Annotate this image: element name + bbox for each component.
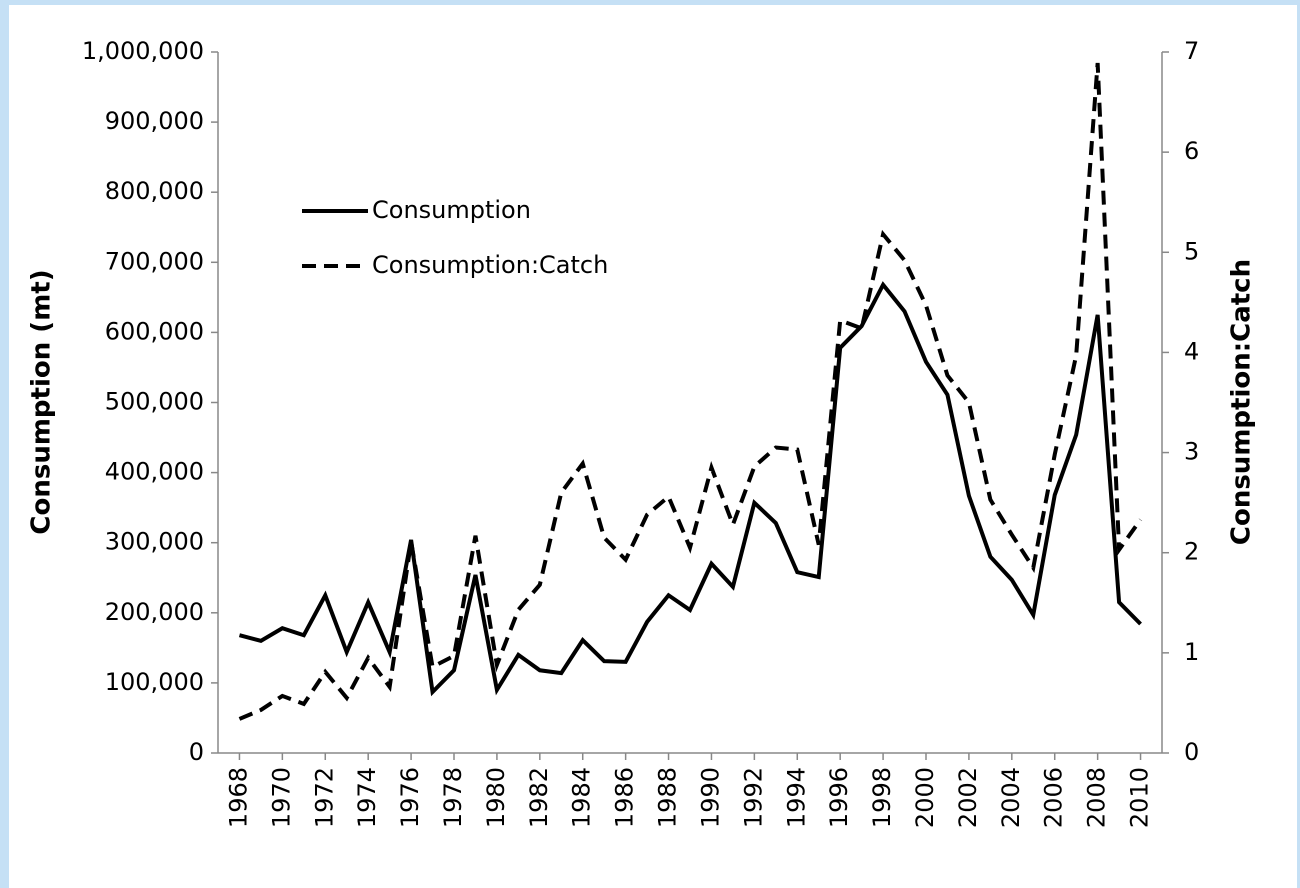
- series-line: [238, 281, 1142, 697]
- y2-tick-label: 0: [1184, 738, 1199, 766]
- y2-tick-label: 2: [1184, 538, 1199, 566]
- y2-tick-label: 7: [1184, 37, 1199, 65]
- x-tick-label: 1992: [739, 767, 767, 828]
- x-tick-label: 2002: [954, 767, 982, 828]
- x-tick-label: 1988: [654, 767, 682, 828]
- y-tick-label: 0: [189, 738, 204, 766]
- x-tick-label: 1978: [439, 767, 467, 828]
- x-tick-label: 1994: [782, 767, 810, 828]
- y2-tick-label: 3: [1184, 438, 1199, 466]
- x-tick-label: 1974: [353, 767, 381, 828]
- x-tick-label: 2008: [1083, 767, 1111, 828]
- x-tick-label: 2004: [997, 767, 1025, 828]
- y2-axis-label: Consumption:Catch: [1227, 259, 1257, 545]
- legend-label: Consumption: [372, 196, 531, 224]
- x-tick-label: 1998: [868, 767, 896, 828]
- x-tick-label: 2010: [1126, 767, 1154, 828]
- x-tick-label: 1976: [396, 767, 424, 828]
- y-axis-label: Consumption (mt): [27, 269, 57, 534]
- x-tick-label: 1972: [310, 767, 338, 828]
- y-tick-label: 100,000: [105, 668, 204, 696]
- y-tick-label: 900,000: [105, 107, 204, 135]
- y-tick-label: 700,000: [105, 247, 204, 275]
- y-tick-label: 1,000,000: [82, 37, 204, 65]
- x-tick-label: 2006: [1040, 767, 1068, 828]
- x-tick-label: 1970: [267, 767, 295, 828]
- x-tick-label: 1982: [525, 767, 553, 828]
- legend-label: Consumption:Catch: [372, 251, 608, 279]
- y-tick-label: 400,000: [105, 458, 204, 486]
- y2-tick-label: 1: [1184, 638, 1199, 666]
- x-tick-label: 1984: [568, 767, 596, 828]
- y2-tick-label: 6: [1184, 137, 1199, 165]
- series-line: [238, 62, 1143, 721]
- y-tick-label: 800,000: [105, 177, 204, 205]
- x-tick-label: 1980: [482, 767, 510, 828]
- y2-tick-label: 5: [1184, 237, 1199, 265]
- y-tick-label: 500,000: [105, 388, 204, 416]
- y-tick-label: 600,000: [105, 317, 204, 345]
- y-tick-label: 300,000: [105, 528, 204, 556]
- x-tick-label: 1986: [611, 767, 639, 828]
- x-tick-label: 1968: [224, 767, 252, 828]
- x-tick-label: 1990: [696, 767, 724, 828]
- x-tick-label: 2000: [911, 767, 939, 828]
- y-tick-label: 200,000: [105, 598, 204, 626]
- x-tick-label: 1996: [825, 767, 853, 828]
- y2-tick-label: 4: [1184, 337, 1199, 365]
